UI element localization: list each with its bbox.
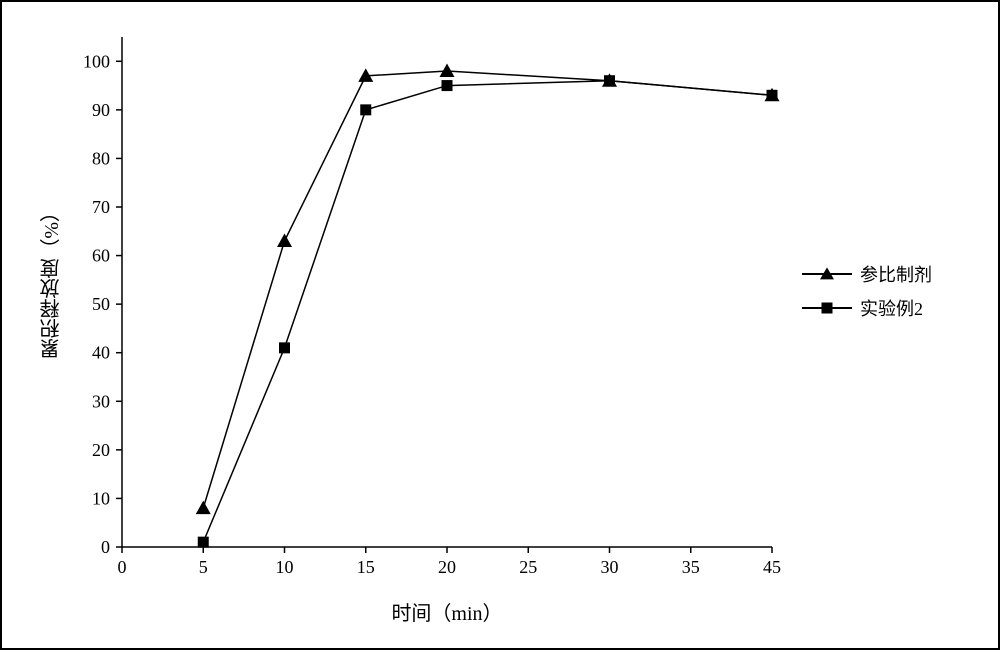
y-axis-title: 累积释放度（%） xyxy=(37,202,66,359)
marker-square xyxy=(279,342,290,353)
square-icon xyxy=(822,303,833,314)
legend-item: 参比制剂 xyxy=(802,262,932,286)
x-tick-label: 45 xyxy=(763,557,781,577)
y-tick-label: 20 xyxy=(92,440,110,460)
x-tick-label: 5 xyxy=(199,557,208,577)
marker-square xyxy=(767,90,778,101)
marker-square xyxy=(360,104,371,115)
triangle-icon xyxy=(820,267,834,279)
x-tick-label: 20 xyxy=(438,557,456,577)
legend-label: 实验例2 xyxy=(860,295,923,321)
marker-triangle xyxy=(196,501,211,515)
marker-square xyxy=(442,80,453,91)
y-tick-label: 80 xyxy=(92,148,110,168)
legend-item: 实验例2 xyxy=(802,296,932,320)
marker-triangle xyxy=(277,234,292,248)
y-tick-label: 90 xyxy=(92,100,110,120)
y-tick-label: 0 xyxy=(101,537,110,557)
x-tick-label: 15 xyxy=(357,557,375,577)
legend-line xyxy=(802,273,852,275)
marker-triangle xyxy=(440,64,455,78)
y-tick-label: 50 xyxy=(92,294,110,314)
y-tick-label: 60 xyxy=(92,246,110,266)
x-tick-label: 10 xyxy=(276,557,294,577)
x-tick-label: 35 xyxy=(682,557,700,577)
y-tick-label: 10 xyxy=(92,488,110,508)
y-tick-label: 40 xyxy=(92,343,110,363)
legend-label: 参比制剂 xyxy=(860,261,932,287)
y-tick-label: 100 xyxy=(83,51,110,71)
x-axis-title: 时间（min） xyxy=(2,597,892,626)
y-tick-label: 70 xyxy=(92,197,110,217)
marker-square xyxy=(604,75,615,86)
x-tick-label: 0 xyxy=(118,557,127,577)
x-tick-label: 25 xyxy=(519,557,537,577)
legend-line xyxy=(802,307,852,309)
x-tick-label: 30 xyxy=(601,557,619,577)
y-tick-label: 30 xyxy=(92,391,110,411)
marker-square xyxy=(198,537,209,548)
legend: 参比制剂实验例2 xyxy=(802,262,932,330)
chart-container: 0 10 20 30 40 50 60 70 80 90 100 0 5 10 15 20 25 30 35 45 累… xyxy=(0,0,1000,650)
